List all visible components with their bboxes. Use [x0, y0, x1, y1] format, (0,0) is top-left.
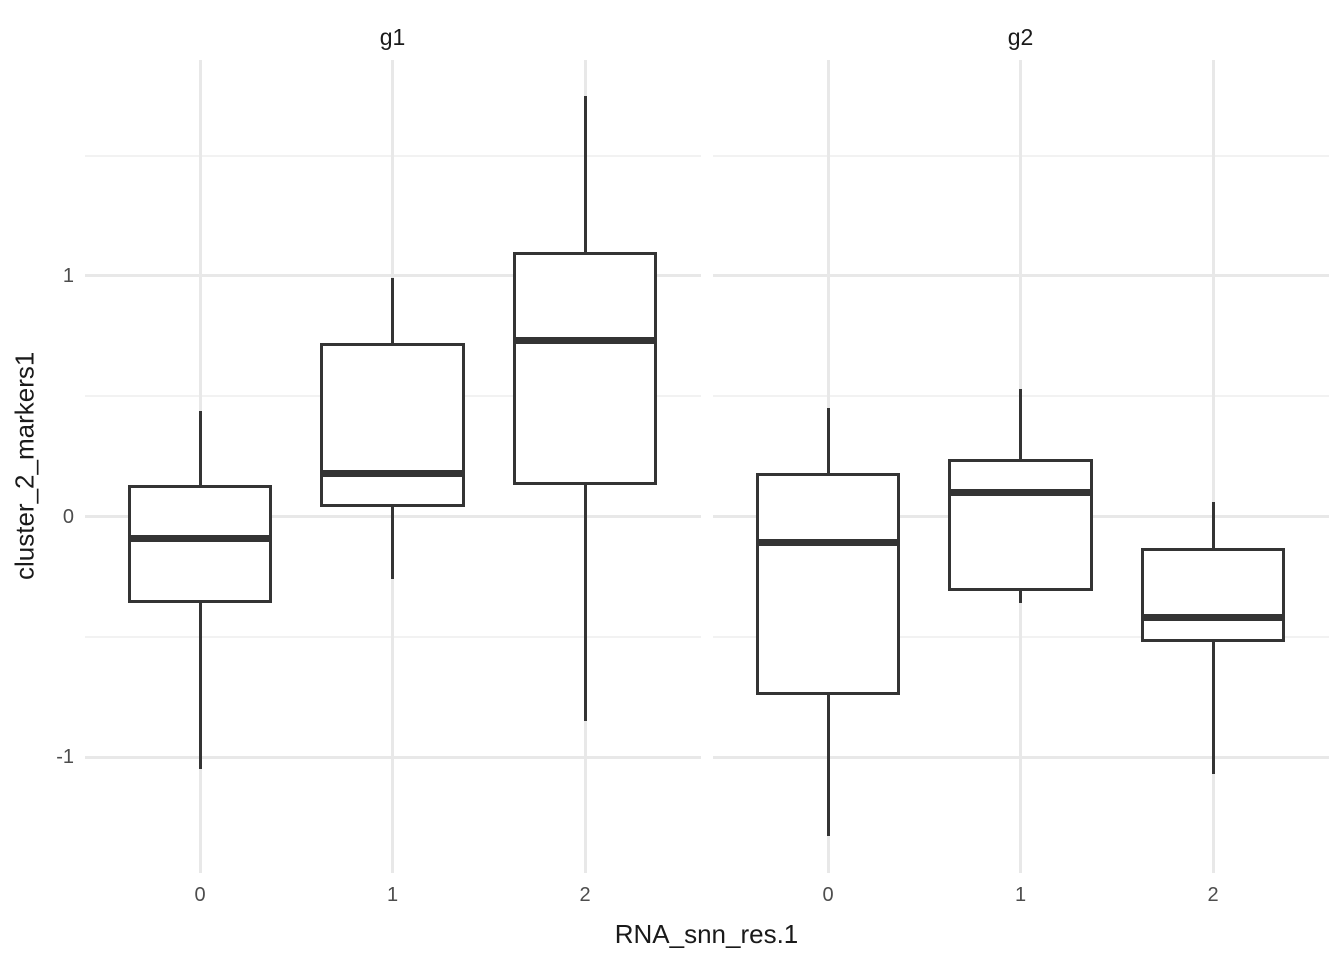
median-line	[320, 469, 465, 477]
median-line	[127, 534, 273, 542]
x-tick-label: 1	[1014, 884, 1027, 906]
y-tick-label: 0	[62, 505, 74, 528]
x-tick-label: 1	[386, 884, 399, 906]
median-line	[1140, 614, 1286, 622]
panel-g2	[712, 60, 1329, 873]
y-tick-label: -1	[56, 746, 74, 769]
median-line	[512, 337, 658, 345]
x-tick-label: 2	[579, 884, 591, 906]
median-line	[755, 539, 901, 547]
box-iqr	[320, 343, 465, 507]
median-line	[948, 488, 1093, 496]
x-tick-label: 0	[822, 884, 834, 906]
y-tick-label: 1	[62, 264, 74, 287]
box-iqr	[1140, 547, 1286, 642]
box-iqr	[755, 473, 901, 695]
facet-strip: g1	[379, 24, 406, 50]
facet-strip: g2	[1007, 24, 1034, 50]
box-iqr	[512, 251, 658, 486]
x-tick-label: 2	[1207, 884, 1219, 906]
box-iqr	[948, 458, 1093, 592]
box-iqr	[127, 485, 273, 604]
gridline-major-v	[1211, 60, 1215, 873]
x-tick-label: 0	[194, 884, 206, 906]
y-axis-title: cluster_2_markers1	[9, 351, 40, 581]
x-axis-title: RNA_snn_res.1	[614, 919, 799, 949]
panel-g1	[84, 60, 701, 873]
